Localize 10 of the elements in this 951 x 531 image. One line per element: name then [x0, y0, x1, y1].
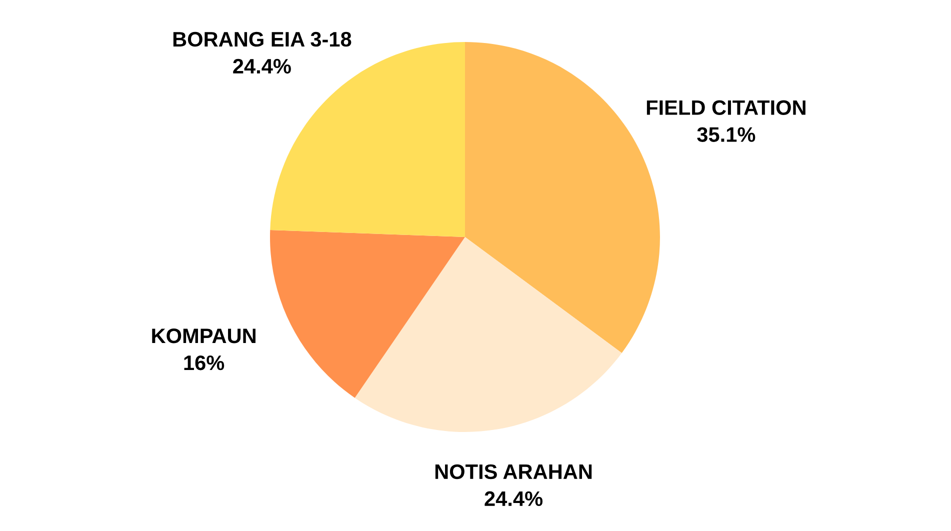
data-label: 24.4% [484, 491, 543, 506]
data-label: 16% [184, 355, 224, 370]
slice-label: BORANG EIA 3-18 [173, 32, 352, 47]
pie-slice [270, 230, 465, 398]
data-label: 24.4% [233, 58, 291, 74]
pie-slice [354, 237, 622, 432]
slice-label: KOMPAUN [152, 328, 256, 344]
data-label: 35.1% [697, 127, 756, 142]
slice-label: NOTIS ARAHAN [435, 464, 592, 480]
slice-label: FIELD CITATION [646, 100, 806, 115]
